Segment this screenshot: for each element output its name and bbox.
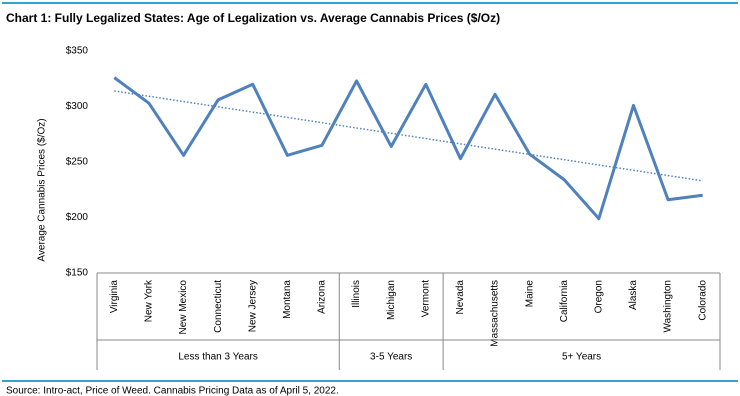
- y-tick-label: $250: [66, 157, 89, 168]
- y-tick-label: $350: [66, 46, 89, 57]
- chart-title: Chart 1: Fully Legalized States: Age of …: [6, 11, 500, 25]
- x-tick-label: Connecticut: [213, 280, 224, 333]
- x-tick-label: Nevada: [455, 280, 466, 315]
- x-tick-label: Vermont: [420, 280, 431, 317]
- y-tick-label: $150: [66, 268, 89, 279]
- x-tick-label: Colorado: [697, 280, 708, 321]
- x-tick-label: Massachusetts: [490, 280, 501, 347]
- x-tick-label: Illinois: [351, 280, 362, 308]
- x-tick-label: Alaska: [628, 280, 639, 310]
- x-tick-label: Maine: [524, 280, 535, 308]
- x-tick-label: Washington: [663, 280, 674, 332]
- x-tick-label: Michigan: [386, 280, 397, 320]
- x-tick-label: Arizona: [317, 280, 328, 314]
- x-tick-label: Oregon: [594, 280, 605, 313]
- x-tick-label: Montana: [282, 280, 293, 319]
- y-tick-label: $200: [66, 212, 89, 223]
- source: Source: Intro-act, Price of Weed. Cannab…: [6, 386, 339, 396]
- x-tick-label: Virginia: [109, 280, 120, 314]
- group-label: Less than 3 Years: [178, 352, 258, 363]
- group-label: 5+ Years: [562, 352, 601, 363]
- series-line: [113, 76, 703, 221]
- x-tick-label: New Jersey: [247, 280, 258, 332]
- y-tick-label: $300: [66, 101, 89, 112]
- x-tick-label: New Mexico: [178, 280, 189, 335]
- x-tick-label: New York: [144, 279, 155, 322]
- x-tick-label: California: [559, 280, 570, 323]
- y-axis-label: Average Cannabis Prices ($/Oz): [37, 118, 48, 261]
- group-label: 3-5 Years: [370, 352, 412, 363]
- trendline: [114, 90, 703, 182]
